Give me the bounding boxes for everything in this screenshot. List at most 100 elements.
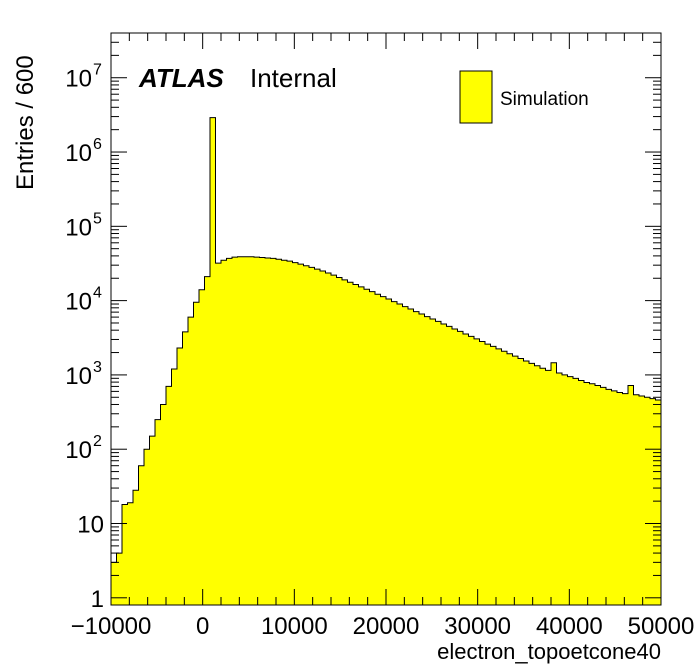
histogram-bin [243,256,249,605]
histogram-bin [578,380,584,605]
histogram-bin [204,276,210,605]
histogram-bin [518,358,524,605]
histogram-bin [364,289,370,605]
histogram-bin [496,348,502,605]
histogram-bin [347,282,353,605]
histogram-bin [589,383,595,605]
histogram-bin [501,351,507,605]
histogram-bin [155,419,161,605]
y-tick-label: 10 [65,363,92,390]
histogram-bin [617,392,623,605]
y-tick-exponent: 5 [93,210,102,227]
histogram-bin [386,299,392,605]
histogram-bin [545,370,551,605]
histogram-bin [479,341,485,605]
histogram-bin [413,311,419,605]
histogram-bin [221,260,227,605]
histogram-bin [375,294,381,605]
histogram-bin [177,348,183,605]
histogram-bin [369,291,375,605]
x-tick-label: −10000 [71,613,152,640]
histogram-bin [193,302,199,605]
histogram-bin [567,376,573,605]
histogram-bin [331,275,337,605]
histogram-bin [166,386,172,605]
histogram-bin [287,261,293,605]
histogram-bin [298,264,304,605]
histogram-bin [188,317,194,605]
histogram-bin [446,326,452,605]
y-tick-label: 10 [65,214,92,241]
histogram-bin [523,360,529,605]
y-tick-label: 1 [91,586,104,613]
x-tick-label: 30000 [444,613,511,640]
histogram-bin [276,259,282,605]
y-tick-label: 10 [65,289,92,316]
histogram-bin [402,306,408,605]
x-tick-label: 50000 [628,613,695,640]
histogram-bin [655,399,661,605]
x-tick-label: 10000 [261,613,328,640]
histogram-bin [639,396,645,605]
histogram-bin [210,117,216,605]
histogram-bin [644,397,650,605]
histogram-bin [138,465,144,605]
legend-swatch [459,70,493,124]
histogram-bin [325,273,331,605]
histogram-bin [270,258,276,605]
histogram-bin [336,277,342,605]
histogram-bars [110,117,661,605]
histogram-bin [611,390,617,605]
histogram-bin [606,389,612,605]
atlas-sublabel: Internal [250,63,337,93]
histogram-bin [226,258,232,605]
y-tick-label: 10 [77,512,104,539]
histogram-bin [259,257,265,605]
atlas-label: ATLAS [138,63,224,93]
histogram-bin [540,368,546,605]
histogram-bin [556,373,562,605]
histogram-bin [391,301,397,605]
histogram-bin [534,365,540,605]
histogram-bin [397,304,403,605]
histogram-bin [149,436,155,605]
histogram-bin [622,393,628,605]
histogram-bin [144,449,150,605]
histogram-bin [468,336,474,605]
histogram-bin [314,269,320,605]
x-tick-label: 40000 [536,613,603,640]
histogram-bin [584,382,590,605]
histogram-bin [353,284,359,605]
histogram-bin [116,553,122,605]
y-tick-exponent: 7 [93,62,102,79]
histogram-bin [122,504,128,605]
histogram-bin [160,404,166,605]
histogram-bin [633,394,639,605]
histogram-bin [265,257,271,605]
histogram-bin [452,328,458,605]
histogram-bin [430,319,436,605]
histogram-bin [529,363,535,605]
histogram-bin [551,362,557,605]
histogram-bin [490,346,496,605]
histogram-bin [457,331,463,605]
y-tick-exponent: 4 [93,285,102,302]
histogram-bin [309,267,315,605]
histogram-bin [573,378,579,605]
histogram-bin [424,316,430,605]
histogram-bin [342,279,348,605]
legend-label: Simulation [500,89,589,110]
histogram-bin [292,262,298,605]
histogram-bin [303,265,309,605]
x-axis-title: electron_topoetcone40 [437,639,661,664]
x-tick-label: 0 [196,613,209,640]
x-tick-label: 20000 [353,613,420,640]
histogram-bin [441,323,447,605]
histogram-bin [600,387,606,605]
y-tick-exponent: 6 [93,136,102,153]
histogram-bin [133,490,139,605]
histogram-bin [463,334,469,605]
histogram-bin [628,385,634,605]
